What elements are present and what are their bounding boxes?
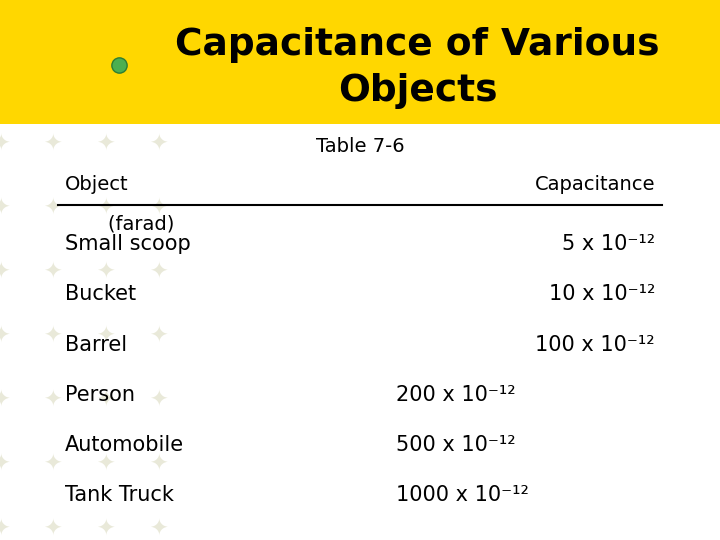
Text: ✦: ✦ — [43, 391, 62, 411]
Text: ✦: ✦ — [149, 519, 168, 539]
Text: (farad): (farad) — [83, 214, 174, 233]
Text: ✦: ✦ — [43, 519, 62, 539]
Text: ✦: ✦ — [0, 327, 9, 347]
Text: ✦: ✦ — [96, 455, 115, 475]
Text: ✦: ✦ — [149, 134, 168, 154]
Text: Capacitance of Various: Capacitance of Various — [176, 28, 660, 63]
Text: ✦: ✦ — [149, 262, 168, 283]
Text: Person: Person — [65, 384, 135, 405]
Text: 1000 x 10⁻¹²: 1000 x 10⁻¹² — [396, 485, 529, 505]
Text: ✦: ✦ — [149, 199, 168, 219]
FancyBboxPatch shape — [0, 0, 720, 124]
Text: Object: Object — [65, 175, 128, 194]
Text: 200 x 10⁻¹²: 200 x 10⁻¹² — [396, 384, 516, 405]
Text: ✦: ✦ — [149, 327, 168, 347]
Text: ✦: ✦ — [96, 134, 115, 154]
Text: ✦: ✦ — [0, 455, 9, 475]
Text: 500 x 10⁻¹²: 500 x 10⁻¹² — [396, 435, 516, 455]
Text: 100 x 10⁻¹²: 100 x 10⁻¹² — [536, 334, 655, 355]
Text: ✦: ✦ — [149, 6, 168, 26]
Text: Objects: Objects — [338, 73, 498, 109]
Text: ✦: ✦ — [43, 70, 62, 90]
Text: ✦: ✦ — [0, 199, 9, 219]
Text: ✦: ✦ — [0, 6, 9, 26]
Text: Automobile: Automobile — [65, 435, 184, 455]
Text: ✦: ✦ — [0, 262, 9, 283]
Text: Table 7-6: Table 7-6 — [315, 137, 405, 157]
Text: Small scoop: Small scoop — [65, 234, 191, 254]
Text: ✦: ✦ — [96, 6, 115, 26]
Text: ✦: ✦ — [0, 70, 9, 90]
Text: Tank Truck: Tank Truck — [65, 485, 174, 505]
Text: ✦: ✦ — [43, 134, 62, 154]
Text: ✦: ✦ — [96, 327, 115, 347]
Text: ✦: ✦ — [96, 199, 115, 219]
Text: ✦: ✦ — [43, 6, 62, 26]
Text: ✦: ✦ — [149, 70, 168, 90]
Text: ✦: ✦ — [43, 455, 62, 475]
Text: ✦: ✦ — [0, 134, 9, 154]
Text: ✦: ✦ — [0, 519, 9, 539]
Text: ✦: ✦ — [43, 327, 62, 347]
Text: ✦: ✦ — [149, 391, 168, 411]
Text: 10 x 10⁻¹²: 10 x 10⁻¹² — [549, 284, 655, 305]
Text: Barrel: Barrel — [65, 334, 127, 355]
Text: ✦: ✦ — [96, 391, 115, 411]
Text: ✦: ✦ — [96, 519, 115, 539]
Text: ✦: ✦ — [149, 455, 168, 475]
Text: Capacitance: Capacitance — [535, 175, 655, 194]
Text: ✦: ✦ — [43, 262, 62, 283]
Text: 5 x 10⁻¹²: 5 x 10⁻¹² — [562, 234, 655, 254]
Text: Bucket: Bucket — [65, 284, 136, 305]
Text: ✦: ✦ — [96, 262, 115, 283]
Text: ✦: ✦ — [43, 199, 62, 219]
Text: ✦: ✦ — [0, 391, 9, 411]
Text: ✦: ✦ — [96, 70, 115, 90]
